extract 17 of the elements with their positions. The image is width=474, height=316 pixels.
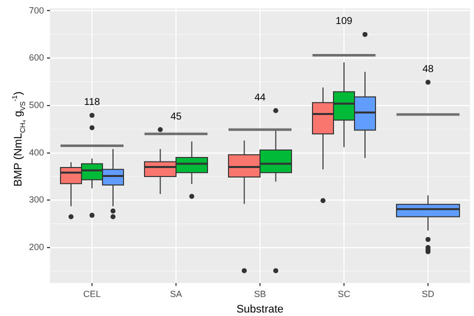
y-tick-label: 500: [28, 100, 44, 110]
x-tick-label: SD: [422, 288, 435, 299]
x-tick-label: SC: [338, 288, 351, 299]
annotation: 109: [336, 16, 353, 28]
x-tick-label: SA: [170, 288, 182, 299]
x-tick-label: SB: [254, 288, 266, 299]
y-tick-label: 400: [28, 147, 44, 158]
x-tick-label: CEL: [83, 288, 101, 299]
y-tick-label: 200: [28, 242, 44, 252]
annotation: 45: [170, 111, 182, 122]
annotation: 44: [254, 92, 266, 104]
y-tick-label: 300: [28, 194, 44, 205]
annotation: 118: [84, 97, 100, 108]
annotation: 48: [422, 64, 434, 76]
x-axis-title: Substrate: [236, 303, 284, 316]
y-tick-label: 700: [28, 5, 44, 16]
y-tick-label: 600: [28, 52, 44, 63]
